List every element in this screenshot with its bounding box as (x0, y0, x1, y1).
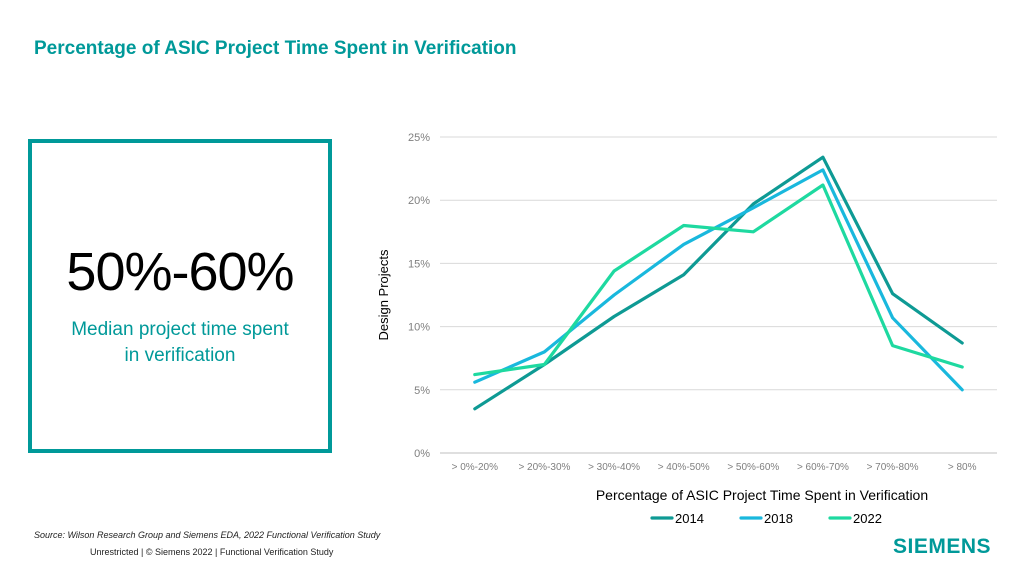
chart-legend: 2014 2018 2022 (650, 511, 882, 526)
y-tick-label: 20% (408, 195, 430, 207)
series-line-2014 (473, 155, 964, 411)
y-tick-label: 15% (408, 258, 430, 270)
chart-labels: 0% 5% 10% 15% 20% 25% > 0%-20% > 20%-30% > 30%-4… (376, 132, 977, 503)
legend-label-2018: 2018 (764, 511, 793, 526)
x-tick-label: > 80% (948, 462, 977, 473)
x-tick-label: > 20%-30% (518, 462, 570, 473)
legend-label-2014: 2014 (675, 511, 704, 526)
x-tick-label: > 30%-40% (588, 462, 640, 473)
x-tick-label: > 50%-60% (727, 462, 779, 473)
median-stat-label-line1: Median project time spent (71, 319, 289, 340)
page-title: Percentage of ASIC Project Time Spent in… (34, 38, 517, 59)
x-tick-label: > 0%-20% (452, 462, 499, 473)
series-line-2018 (473, 168, 964, 392)
median-stat-label-line2: in verification (124, 345, 236, 366)
x-tick-label: > 40%-50% (658, 462, 710, 473)
footer-text: Unrestricted | © Siemens 2022 | Function… (90, 547, 334, 557)
series-line-2022 (473, 183, 964, 377)
y-tick-label: 5% (414, 385, 430, 397)
x-axis-title: Percentage of ASIC Project Time Spent in… (596, 487, 928, 503)
chart-series (473, 155, 964, 411)
median-stat-box: 50%-60% Median project time spent in ver… (28, 139, 332, 453)
y-tick-label: 0% (414, 448, 430, 460)
source-note: Source: Wilson Research Group and Siemen… (34, 530, 381, 540)
legend-label-2022: 2022 (853, 511, 882, 526)
median-stat-label: Median project time spent in verificatio… (52, 317, 308, 369)
y-axis-title: Design Projects (376, 249, 391, 341)
median-stat-value: 50%-60% (66, 242, 294, 302)
siemens-logo: SIEMENS (893, 535, 992, 558)
chart-gridlines (440, 136, 997, 454)
y-tick-label: 10% (408, 322, 430, 334)
x-tick-label: > 60%-70% (797, 462, 849, 473)
y-tick-label: 25% (408, 132, 430, 144)
x-tick-label: > 70%-80% (867, 462, 919, 473)
